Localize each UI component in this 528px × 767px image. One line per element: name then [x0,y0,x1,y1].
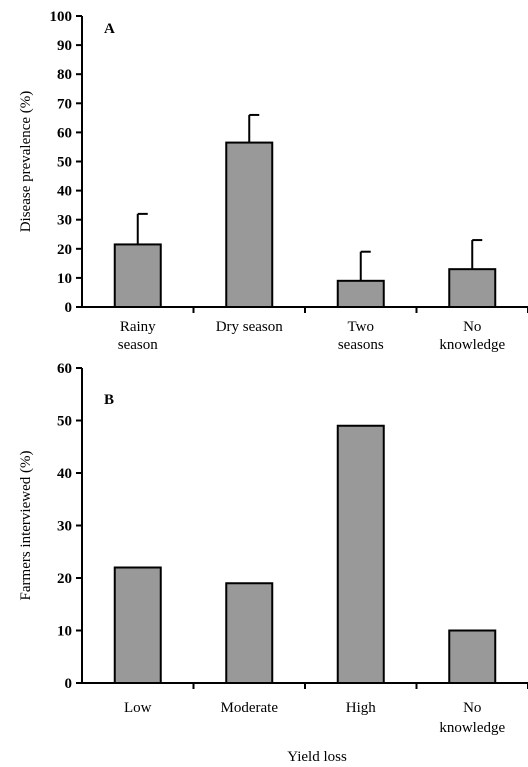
panel-b-y-tick-label: 0 [65,676,73,692]
panel-a-bar [113,243,162,308]
panel-a-y-tick-label: 40 [57,184,72,200]
panel-a-y-tick-label: 70 [57,96,72,112]
panel-b-bar [448,629,497,684]
panel-a-bar [448,268,497,309]
panel-a-y-tick-label: 10 [57,271,72,287]
panel-a-y-tick-label: 0 [65,300,73,316]
panel-b-panel-label: B [104,392,114,408]
panel-a-category-label: knowledge [439,337,505,353]
panel-a-y-tick-label: 30 [57,213,72,229]
panel-a-y-tick-label: 20 [57,242,72,258]
panel-b-y-axis-title: Farmers interviewed (%) [18,451,34,601]
panel-a-category-label: Rainy [120,319,156,335]
panel-b-category-label: High [346,700,377,716]
panel-b-x-axis-title: Yield loss [287,749,347,765]
panel-b-bar [113,566,162,684]
panel-b-category-label: No [463,700,481,716]
panel-a-y-tick-label: 50 [57,155,72,171]
panel-b-category-label: knowledge [439,720,505,736]
panel-a-y-axis-title: Disease prevalence (%) [18,91,34,233]
panel-b-category-label: Low [124,700,152,716]
panel-b-bar [336,424,385,684]
panel-b-y-tick-label: 50 [57,414,72,430]
panel-a-category-label: Dry season [216,319,284,335]
panel-a-bar [225,141,274,308]
panel-b-y-tick-label: 30 [57,519,72,535]
panel-a-y-tick-label: 60 [57,125,72,141]
panel-b-y-tick-label: 60 [57,361,72,377]
panel-b-category-label: Moderate [221,700,279,716]
panel-b-y-tick-label: 10 [57,624,72,640]
panel-a-category-label: Two [348,319,374,335]
panel-b-y-tick-label: 20 [57,571,72,587]
panel-a-bar [336,279,385,308]
panel-a-y-tick-label: 90 [57,38,72,54]
panel-b-bar [225,582,274,684]
panel-a-y-tick-label: 100 [50,9,73,25]
panel-a-y-tick-label: 80 [57,67,72,83]
panel-a-category-label: No [463,319,481,335]
panel-a-panel-label: A [104,21,115,37]
panel-b-y-tick-label: 40 [57,466,72,482]
panel-a-category-label: seasons [338,337,384,353]
panel-a-category-label: season [118,337,158,353]
